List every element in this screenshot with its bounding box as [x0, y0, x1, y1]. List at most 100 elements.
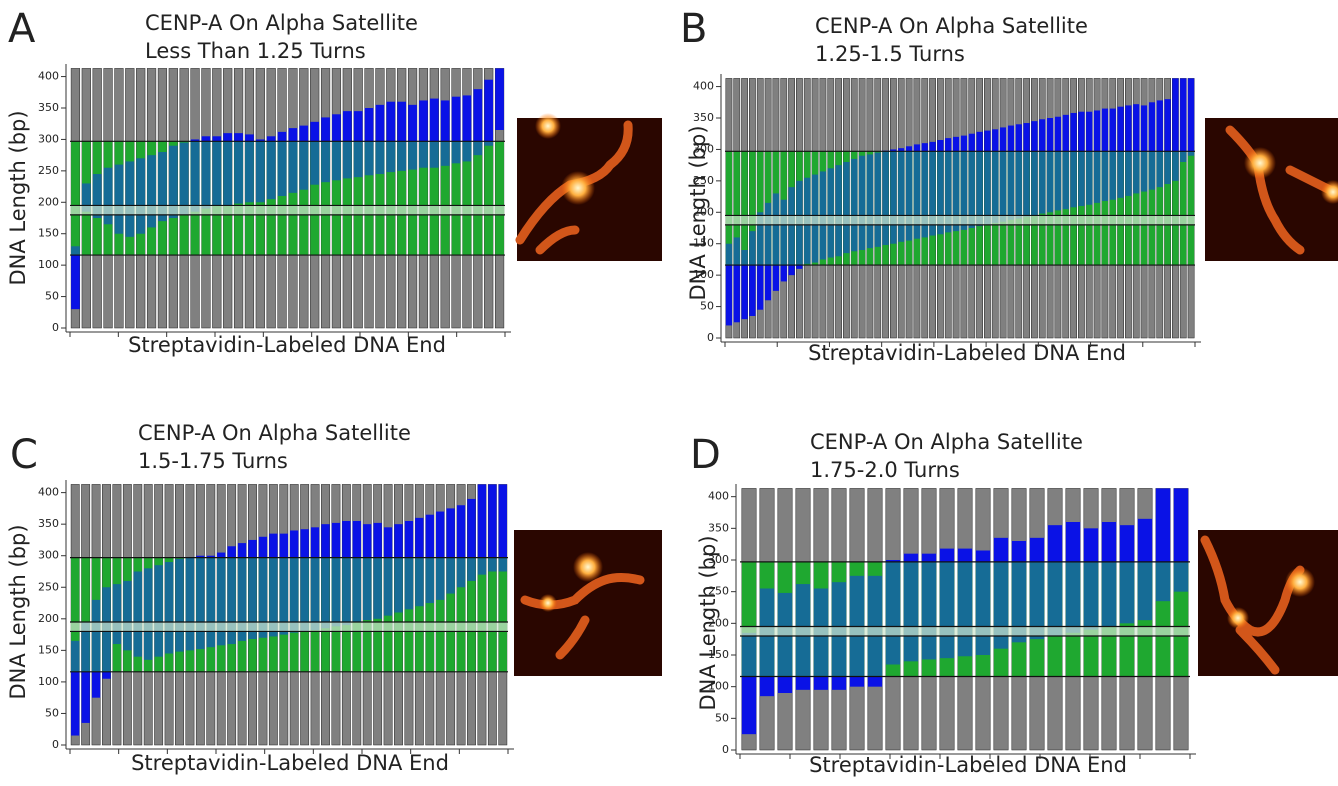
- nucleosome-on-region: [123, 580, 132, 651]
- y-tick-label: 200: [38, 195, 59, 208]
- nucleosome-on-region: [1156, 151, 1163, 188]
- nucleosome-on-region: [419, 141, 428, 168]
- nucleosome-on-region: [890, 151, 897, 244]
- nucleosome-on-region: [1007, 151, 1015, 220]
- nucleosome-segment: [440, 100, 450, 142]
- nucleosome-segment: [206, 555, 215, 558]
- nucleosome-on-region: [903, 561, 919, 662]
- nucleosome-on-region: [976, 151, 983, 227]
- alpha-satellite-region: [1093, 151, 1101, 266]
- nucleosome-on-region: [81, 621, 90, 672]
- nucleosome-on-region: [1031, 151, 1038, 216]
- afm-image: [515, 113, 662, 261]
- nucleosome-segment: [968, 133, 975, 152]
- nucleosome-on-region: [858, 155, 866, 250]
- afm-image: [1205, 118, 1338, 261]
- nucleosome-segment: [733, 265, 740, 323]
- alpha-satellite-region: [415, 557, 424, 672]
- nucleosome-on-region: [477, 557, 487, 575]
- nucleosome-on-region: [144, 568, 153, 660]
- nucleosome-segment: [1023, 123, 1030, 152]
- nucleosome-segment: [456, 505, 466, 558]
- nucleosome-on-region: [975, 561, 991, 655]
- nucleosome-segment: [885, 560, 901, 562]
- alpha-satellite-region: [1180, 151, 1187, 266]
- nucleosome-on-region: [196, 557, 205, 650]
- alpha-satellite-region: [404, 557, 414, 672]
- nucleosome-on-region: [201, 141, 211, 209]
- nucleosome-on-region: [905, 151, 913, 241]
- nucleosome-segment: [1148, 102, 1156, 152]
- nucleosome-segment: [725, 265, 733, 326]
- nucleosome-on-region: [1119, 561, 1135, 624]
- nucleosome-on-region: [71, 640, 80, 672]
- nucleosome-on-region: [175, 558, 184, 652]
- nucleosome-on-region: [1101, 561, 1117, 627]
- nucleosome-on-region: [353, 141, 363, 178]
- nucleosome-segment: [992, 129, 999, 152]
- nucleosome-on-region: [269, 557, 278, 637]
- nucleosome-on-region: [446, 557, 455, 594]
- nucleosome-on-region: [266, 141, 276, 200]
- nucleosome-segment: [477, 484, 487, 558]
- nucleosome-segment: [1137, 518, 1153, 562]
- nucleosome-segment: [1007, 125, 1015, 152]
- y-tick-label: 200: [38, 612, 59, 625]
- alpha-satellite-region: [288, 141, 298, 256]
- nucleosome-segment: [245, 134, 254, 142]
- nucleosome-on-region: [1155, 561, 1171, 602]
- alpha-satellite-region: [498, 557, 507, 672]
- nucleosome-segment: [352, 521, 361, 558]
- nucleosome-segment: [741, 265, 748, 320]
- nucleosome-on-region: [913, 151, 921, 239]
- nucleosome-segment: [446, 508, 455, 558]
- chart-subtitle: 1.5-1.75 Turns: [138, 449, 288, 473]
- nucleosome-on-region: [462, 141, 472, 162]
- nucleosome-segment: [780, 265, 787, 282]
- nucleosome-segment: [937, 140, 944, 152]
- nucleosome-segment: [488, 484, 497, 558]
- alpha-satellite-region: [1070, 151, 1077, 266]
- nucleosome-on-region: [245, 141, 254, 203]
- nucleosome-segment: [1140, 105, 1148, 152]
- alpha-satellite-region: [1078, 151, 1085, 266]
- nucleosome-segment: [255, 139, 265, 142]
- alpha-satellite-region: [425, 557, 434, 672]
- nucleosome-segment: [975, 550, 991, 562]
- nucleosome-segment: [1125, 105, 1132, 152]
- nucleosome-segment: [749, 265, 756, 316]
- afm-image: [514, 530, 662, 676]
- nucleosome-segment: [201, 136, 211, 142]
- nucleosome-segment: [757, 265, 764, 310]
- center-band: [740, 626, 1190, 636]
- nucleosome-segment: [929, 141, 936, 152]
- nucleosome-on-region: [488, 557, 497, 572]
- nucleosome-on-region: [429, 141, 439, 168]
- nucleosome-segment: [867, 676, 883, 687]
- y-tick-label: 400: [38, 70, 59, 83]
- alpha-satellite-region: [725, 151, 733, 266]
- nucleosome-segment: [890, 149, 897, 152]
- x-axis-label: Streptavidin-Labeled DNA End: [128, 333, 446, 357]
- nucleosome-on-region: [1023, 151, 1030, 217]
- alpha-satellite-region: [419, 141, 428, 256]
- alpha-satellite-region: [749, 151, 756, 266]
- nucleosome-on-region: [1093, 151, 1101, 203]
- alpha-satellite-region: [394, 557, 403, 672]
- nucleosome-segment: [1093, 110, 1101, 152]
- nucleosome-on-region: [440, 141, 450, 166]
- nucleosome-on-region: [217, 557, 226, 646]
- nucleosome-on-region: [968, 151, 975, 228]
- nucleosome-on-region: [1172, 151, 1179, 181]
- y-tick-label: 150: [693, 237, 714, 250]
- y-tick-label: 0: [52, 321, 59, 334]
- nucleosome-on-region: [725, 243, 733, 266]
- y-axis-label: DNA Length (bp): [6, 110, 30, 285]
- afm-image: [1198, 530, 1338, 676]
- nucleosome-on-region: [945, 151, 952, 233]
- alpha-satellite-region: [495, 141, 504, 256]
- chart-title: CENP-A On Alpha Satellite: [145, 11, 418, 35]
- y-axis-label: DNA Length (bp): [696, 535, 720, 710]
- nucleosome-segment: [397, 101, 407, 142]
- y-axis-label: DNA Length (bp): [6, 524, 30, 699]
